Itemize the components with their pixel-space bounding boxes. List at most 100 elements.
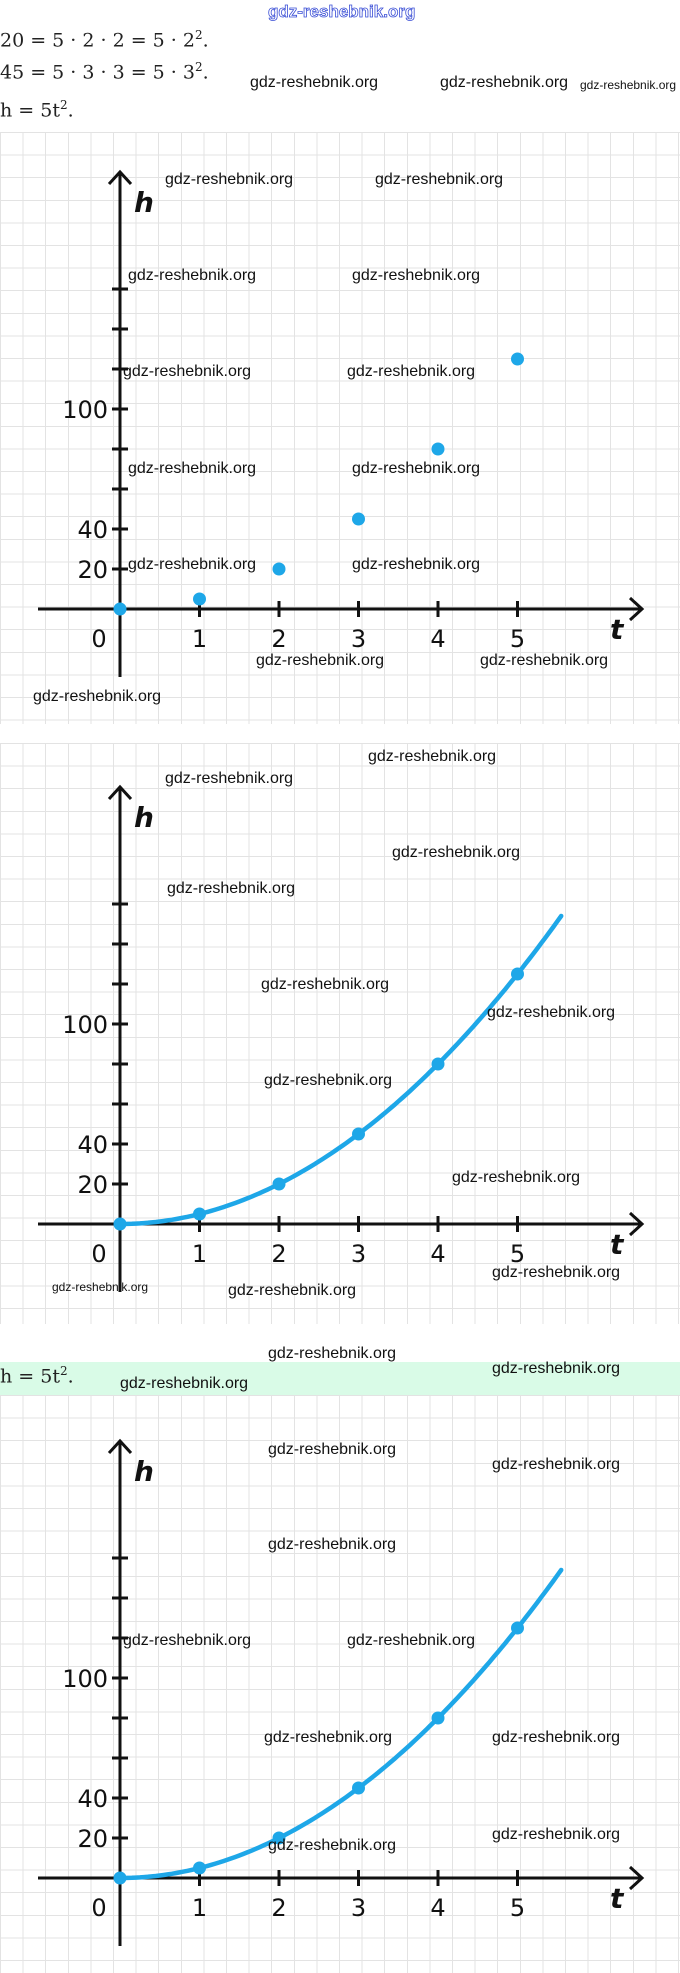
x-tick-label: 2 [271,1240,286,1268]
answer-formula: h = 5t2. [0,1364,74,1387]
data-point [272,562,286,576]
data-point [352,1127,365,1141]
watermark-text: gdz-reshebnik.org [452,1169,581,1186]
equation-end: . [67,99,74,122]
equation-formula: h = 5t2. [0,98,74,121]
data-point [431,1711,445,1725]
exponent: 2 [59,1364,68,1378]
x-tick-label: 5 [510,1894,525,1922]
watermark-text: gdz-reshebnik.org [228,1282,357,1299]
x-axis-arrow-icon [628,1865,645,1891]
watermark-text: gdz-reshebnik.org [440,74,569,91]
watermark-text: gdz-reshebnik.org [268,1536,397,1553]
y-tick-label: 100 [62,396,108,424]
watermark-text: gdz-reshebnik.org [268,1441,397,1458]
x-tick-label: 1 [192,625,207,653]
exponent: 2 [194,60,203,74]
x-tick-label: 4 [430,1894,445,1922]
y-axis-label: h [134,801,154,834]
x-tick-label: 3 [351,1894,366,1922]
x-tick-label: 0 [91,1894,106,1922]
x-tick-label: 5 [510,625,525,653]
equation-text: 45 = 5 · 3 · 3 = 5 · 3 [0,61,195,84]
y-tick-label: 20 [77,1825,108,1853]
x-axis-label: t [610,613,625,646]
y-tick-label: 20 [77,556,108,584]
data-point [113,1871,127,1885]
x-tick-label: 4 [430,625,445,653]
equation-text: h = 5t [0,99,60,122]
x-tick-label: 0 [91,1240,106,1268]
exponent: 2 [59,98,68,112]
data-point [272,1177,286,1191]
watermark-text: gdz-reshebnik.org [580,78,677,92]
watermark-text: gdz-reshebnik.org [250,74,379,91]
data-point [272,1831,286,1845]
watermark-text: gdz-reshebnik.org [480,652,609,669]
equation-20: 20 = 5 · 2 · 2 = 5 · 22. [0,28,209,51]
data-point [193,1861,206,1875]
x-tick-label: 4 [430,1240,445,1268]
watermark-text: gdz-reshebnik.org [352,460,481,477]
watermark-text: gdz-reshebnik.org [375,171,504,188]
exponent: 2 [194,28,203,42]
data-point [193,592,206,606]
data-point [431,1057,445,1071]
watermark-text: gdz-reshebnik.org [128,556,257,573]
equation-text: 20 = 5 · 2 · 2 = 5 · 2 [0,29,195,52]
watermark-text: gdz-reshebnik.org [347,1632,476,1649]
watermark-text: gdz-reshebnik.org [347,363,476,380]
y-tick-label: 20 [77,1171,108,1199]
data-point [352,512,365,526]
data-point [113,1217,127,1231]
watermark-text: gdz-reshebnik.org [256,652,385,669]
data-point [511,352,524,366]
y-tick-label: 40 [77,1131,108,1159]
x-tick-label: 5 [510,1240,525,1268]
data-point [511,1621,524,1635]
data-point [113,602,127,616]
x-tick-label: 3 [351,1240,366,1268]
y-axis-label: h [134,186,154,219]
watermark-text: gdz-reshebnik.org [492,1826,621,1843]
watermark-text: gdz-reshebnik.org [128,267,257,284]
y-axis-arrow-icon [107,1438,133,1455]
answer-text: h = 5t [0,1365,60,1388]
watermark-text: gdz-reshebnik.org [268,1837,397,1854]
watermark-text: gdz-reshebnik.org [165,171,294,188]
y-tick-label: 100 [62,1011,108,1039]
chart-curve: 0 1 2 3 4 5 20 40 100 t h [0,743,680,1324]
watermark-text: gdz-reshebnik.org [352,556,481,573]
equation-45: 45 = 5 · 3 · 3 = 5 · 32. [0,60,209,83]
watermark-text: gdz-reshebnik.org [492,1360,621,1377]
watermark-text: gdz-reshebnik.org [492,1456,621,1473]
y-axis-arrow-icon [107,169,133,186]
answer-end: . [67,1365,74,1388]
watermark-text: gdz-reshebnik.org [33,688,162,705]
x-tick-label: 1 [192,1240,207,1268]
watermark-text: gdz-reshebnik.org [120,1375,249,1392]
data-point [352,1781,365,1795]
watermark-text: gdz-reshebnik.org [128,460,257,477]
watermark-text: gdz-reshebnik.org [123,1632,252,1649]
y-tick-label: 100 [62,1665,108,1693]
data-point [431,442,445,456]
x-tick-label: 0 [91,625,106,653]
y-axis-label: h [134,1455,154,1488]
watermark-text: gdz-reshebnik.org [492,1264,621,1281]
x-axis-arrow-icon [628,1211,645,1237]
equation-end: . [202,29,209,52]
data-point [511,967,524,981]
watermark-text: gdz-reshebnik.org [392,844,521,861]
watermark-text: gdz-reshebnik.org [261,976,390,993]
x-tick-label: 1 [192,1894,207,1922]
site-watermark-header[interactable]: gdz-reshebnik.org [268,2,416,22]
watermark-text: gdz-reshebnik.org [264,1072,393,1089]
watermark-text: gdz-reshebnik.org [123,363,252,380]
watermark-text: gdz-reshebnik.org [52,1280,149,1294]
chart-svg: 0 1 2 3 4 5 20 40 100 t h [38,1438,645,1946]
x-tick-label: 2 [271,625,286,653]
watermark-text: gdz-reshebnik.org [492,1729,621,1746]
watermark-text: gdz-reshebnik.org [165,770,294,787]
y-axis-arrow-icon [107,784,133,801]
